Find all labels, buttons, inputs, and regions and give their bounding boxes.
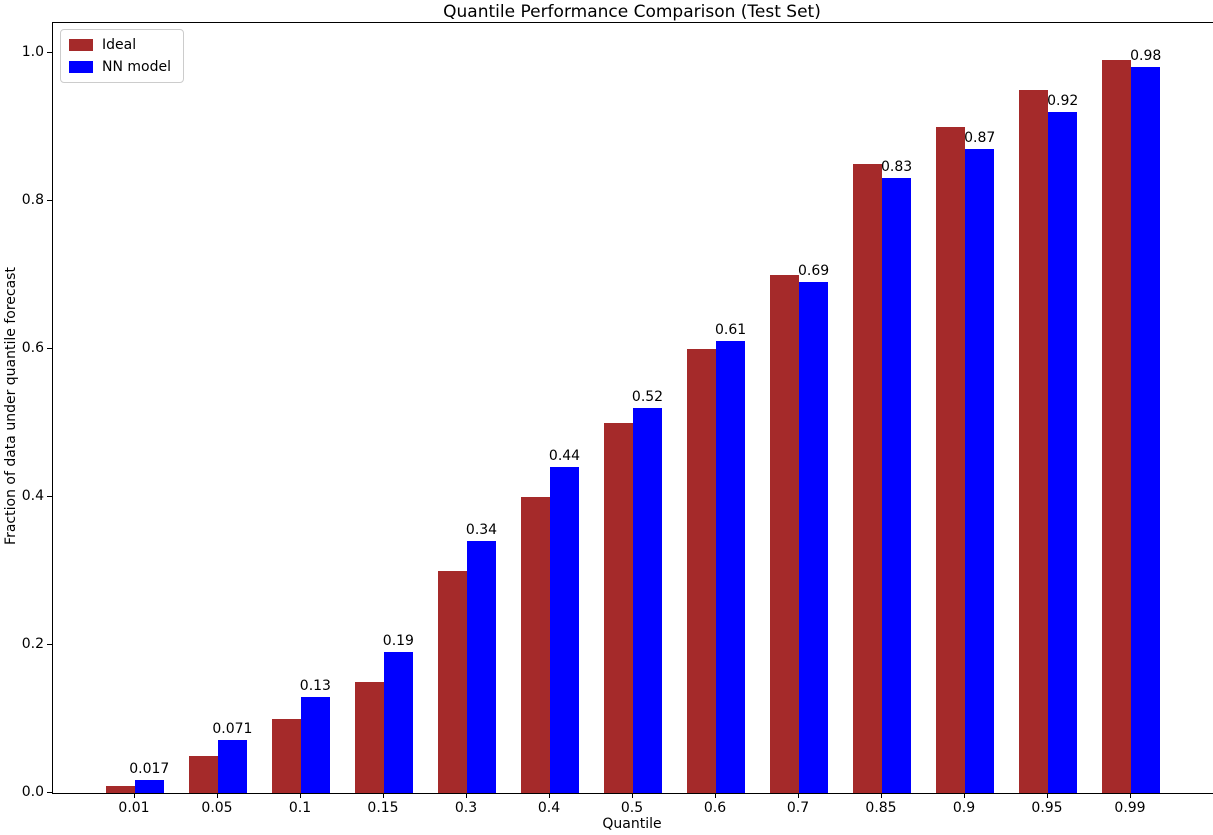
bar-nn-model — [1131, 67, 1161, 793]
legend-item-ideal: Ideal — [69, 37, 171, 53]
bar-nn-model — [383, 652, 413, 793]
bar-value-label: 0.92 — [1047, 93, 1079, 109]
x-tick-label: 0.99 — [1114, 800, 1146, 816]
bar-nn-model — [716, 341, 746, 793]
x-tick-label: 0.5 — [620, 800, 644, 816]
bar-value-label: 0.44 — [548, 448, 581, 464]
bar-ideal — [105, 786, 135, 793]
y-tick-label: 1.0 — [21, 44, 44, 60]
x-tick-mark — [217, 793, 218, 798]
y-tick-mark — [47, 348, 52, 349]
bar-value-label: 0.69 — [798, 263, 830, 279]
legend-swatch-ideal — [69, 39, 93, 51]
x-tick-mark — [300, 793, 301, 798]
legend-label-nn-model: NN model — [102, 59, 171, 75]
x-tick-mark — [798, 793, 799, 798]
bar-value-label: 0.61 — [715, 322, 747, 338]
y-tick-label: 0.8 — [21, 192, 44, 208]
x-tick-mark — [1130, 793, 1131, 798]
bar-nn-model — [134, 780, 164, 793]
bar-nn-model — [217, 740, 247, 793]
bar-nn-model — [799, 282, 829, 793]
x-tick-label: 0.4 — [537, 800, 561, 816]
x-tick-label: 0.15 — [367, 800, 399, 816]
bar-nn-model — [466, 541, 496, 793]
x-tick-label: 0.01 — [118, 800, 150, 816]
bar-ideal — [936, 127, 966, 793]
x-tick-label: 0.1 — [288, 800, 312, 816]
x-tick-label: 0.6 — [703, 800, 727, 816]
bar-value-label: 0.52 — [631, 389, 664, 405]
x-tick-mark — [383, 793, 384, 798]
plot-area: 0.017 0.071 0.13 0.19 0.34 0.44 0.52 0.61 0.69 0.… — [52, 22, 1213, 794]
x-tick-mark — [964, 793, 965, 798]
bar-nn-model — [965, 149, 995, 793]
bar-value-label: 0.13 — [299, 678, 331, 694]
bar-value-label: 0.87 — [964, 130, 996, 146]
bar-nn-model — [550, 467, 580, 793]
bar-ideal — [853, 164, 883, 793]
bar-nn-model — [1048, 112, 1078, 793]
bar-value-label: 0.34 — [465, 522, 498, 538]
bar-ideal — [354, 682, 384, 793]
x-tick-mark — [715, 793, 716, 798]
x-tick-mark — [881, 793, 882, 798]
x-tick-mark — [549, 793, 550, 798]
bar-nn-model — [300, 697, 330, 793]
x-tick-label: 0.3 — [454, 800, 478, 816]
y-tick-label: 0.0 — [21, 784, 44, 800]
bar-ideal — [271, 719, 301, 793]
y-tick-mark — [47, 644, 52, 645]
bar-value-label: 0.83 — [881, 159, 913, 175]
bar-ideal — [1102, 60, 1132, 793]
y-tick-label: 0.4 — [21, 488, 44, 504]
y-tick-label: 0.6 — [21, 340, 44, 356]
bar-ideal — [603, 423, 633, 793]
x-tick-mark — [632, 793, 633, 798]
x-tick-label: 0.9 — [952, 800, 976, 816]
legend-item-nn-model: NN model — [69, 59, 171, 75]
bar-ideal — [520, 497, 550, 793]
bar-ideal — [770, 275, 800, 793]
bar-ideal — [1019, 90, 1049, 793]
x-tick-label: 0.85 — [865, 800, 897, 816]
x-axis-label: Quantile — [602, 816, 662, 832]
legend: Ideal NN model — [60, 29, 184, 83]
x-tick-mark — [134, 793, 135, 798]
legend-swatch-nn-model — [69, 61, 93, 73]
y-tick-label: 0.2 — [21, 636, 44, 652]
bar-value-label: 0.071 — [212, 721, 253, 737]
y-tick-mark — [47, 496, 52, 497]
bar-value-label: 0.017 — [129, 761, 170, 777]
legend-label-ideal: Ideal — [102, 37, 137, 53]
x-tick-mark — [466, 793, 467, 798]
x-tick-label: 0.7 — [786, 800, 810, 816]
y-tick-mark — [47, 52, 52, 53]
bar-value-label: 0.98 — [1130, 48, 1162, 64]
bar-nn-model — [633, 408, 663, 793]
bar-value-label: 0.19 — [382, 633, 414, 649]
chart-title: Quantile Performance Comparison (Test Se… — [443, 2, 821, 22]
bar-ideal — [188, 756, 218, 793]
bar-ideal — [687, 349, 717, 793]
y-tick-mark — [47, 792, 52, 793]
y-axis-label: Fraction of data under quantile forecast — [3, 267, 19, 545]
x-tick-mark — [1047, 793, 1048, 798]
y-tick-mark — [47, 200, 52, 201]
x-tick-label: 0.95 — [1031, 800, 1063, 816]
bar-nn-model — [882, 178, 912, 793]
bar-ideal — [437, 571, 467, 793]
x-tick-label: 0.05 — [201, 800, 233, 816]
